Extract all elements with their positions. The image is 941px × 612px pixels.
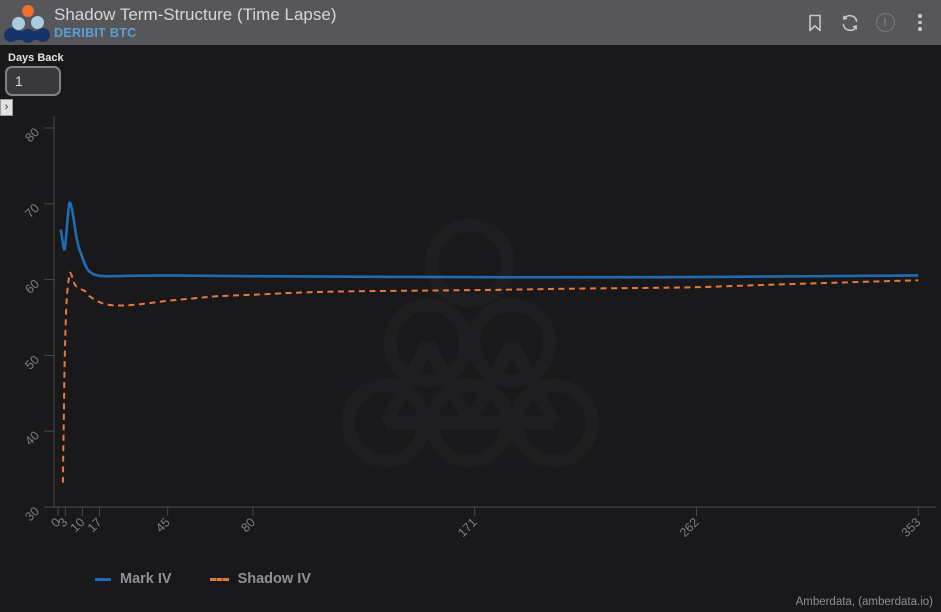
svg-text:60: 60 [22, 277, 42, 297]
chart-legend: Mark IV Shadow IV [95, 571, 311, 587]
legend-item-mark-iv[interactable]: Mark IV [95, 571, 172, 587]
more-menu-icon[interactable] [909, 12, 931, 34]
days-back-input[interactable] [5, 66, 61, 96]
legend-item-shadow-iv[interactable]: Shadow IV [209, 571, 311, 587]
chart-axes [44, 116, 936, 516]
page-title: Shadow Term-Structure (Time Lapse) [54, 5, 337, 25]
svg-text:40: 40 [22, 428, 42, 448]
svg-text:70: 70 [22, 201, 42, 221]
series-line-mark-iv [59, 201, 919, 279]
svg-text:30: 30 [22, 504, 42, 524]
alert-glyph: ! [883, 16, 887, 29]
alert-icon[interactable]: ! [874, 12, 896, 34]
refresh-icon[interactable] [839, 12, 861, 34]
watermark-logo [341, 218, 599, 468]
svg-text:17: 17 [85, 515, 105, 535]
svg-text:262: 262 [677, 515, 702, 540]
bookmark-icon[interactable] [804, 12, 826, 34]
legend-label-mark-iv: Mark IV [120, 571, 172, 587]
legend-label-shadow-iv: Shadow IV [237, 571, 311, 587]
amberdata-logo-icon [4, 2, 50, 44]
svg-text:171: 171 [455, 515, 480, 540]
panel-expand-button[interactable]: › [0, 99, 13, 116]
mark-iv-swatch [95, 577, 111, 581]
widget-header: Shadow Term-Structure (Time Lapse) DERIB… [0, 0, 941, 45]
instrument-subtitle: DERIBIT BTC [54, 25, 137, 40]
days-back-label: Days Back [8, 52, 64, 64]
shadow-iv-swatch [209, 577, 229, 581]
series-line-shadow-iv [61, 271, 919, 483]
svg-text:80: 80 [238, 515, 258, 535]
svg-text:50: 50 [22, 353, 42, 373]
svg-text:80: 80 [22, 125, 42, 145]
attribution-text: Amberdata, (amberdata.io) [795, 596, 933, 608]
svg-text:45: 45 [153, 515, 173, 535]
svg-text:353: 353 [899, 515, 924, 540]
